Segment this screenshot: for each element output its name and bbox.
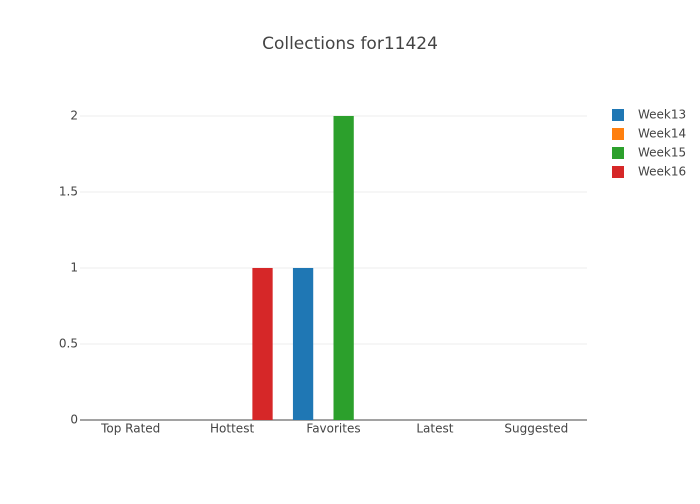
y-tick-label: 1.5 xyxy=(59,184,78,198)
y-tick-label: 0.5 xyxy=(59,336,78,350)
x-tick-label: Top Rated xyxy=(100,422,160,436)
x-tick-label: Latest xyxy=(416,422,453,436)
bar xyxy=(252,267,273,420)
legend-swatch xyxy=(612,128,624,140)
legend-label: Week14 xyxy=(638,127,686,141)
y-tick-label: 2 xyxy=(70,108,78,122)
bar xyxy=(292,267,314,420)
chart-title: Collections for11424 xyxy=(262,34,438,54)
x-tick-label: Hottest xyxy=(210,422,254,436)
y-tick-label: 1 xyxy=(70,260,78,274)
legend-swatch xyxy=(612,166,624,178)
legend-label: Week15 xyxy=(638,146,686,160)
y-tick-label: 0 xyxy=(70,413,78,427)
legend-swatch xyxy=(612,109,624,121)
x-tick-label: Suggested xyxy=(504,422,568,436)
legend-label: Week13 xyxy=(638,108,686,122)
legend-label: Week16 xyxy=(638,165,686,179)
bar xyxy=(333,115,354,420)
legend-swatch xyxy=(612,147,624,159)
x-tick-label: Favorites xyxy=(306,422,360,436)
